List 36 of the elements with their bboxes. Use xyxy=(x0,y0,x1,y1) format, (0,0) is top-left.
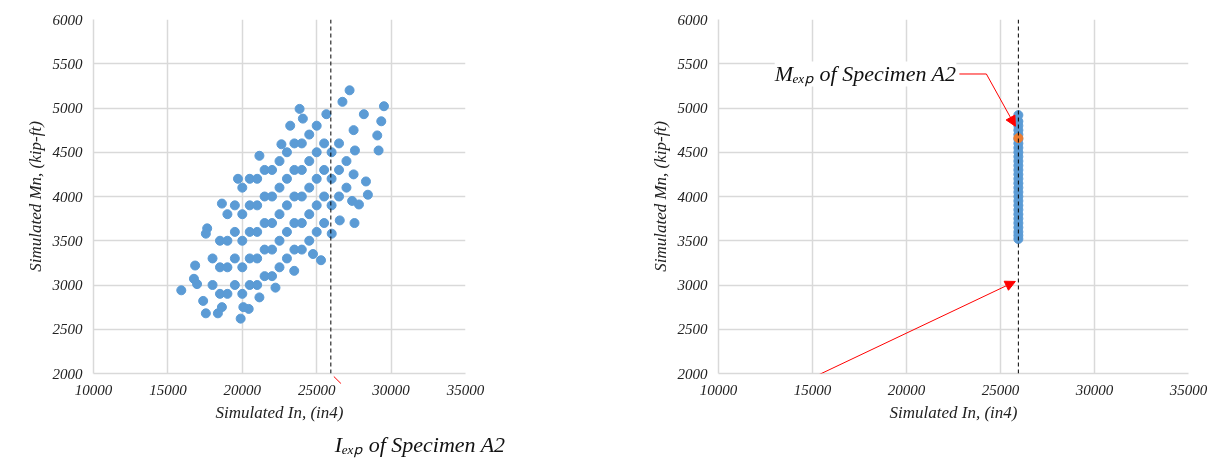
y-tick-label: 2500 xyxy=(677,321,708,338)
y-tick-label: 2000 xyxy=(677,365,708,382)
y-tick-label: 5500 xyxy=(52,55,83,72)
y-tick-label: 4000 xyxy=(677,188,708,205)
y-tick-label: 6000 xyxy=(52,11,83,28)
y-tick-label: 5500 xyxy=(677,55,708,72)
y-tick-label: 3500 xyxy=(51,232,83,249)
x-axis-title: Simulated In, (in4) xyxy=(889,402,1018,422)
y-tick-label: 4500 xyxy=(677,144,708,161)
x-tick-label: 10000 xyxy=(74,381,113,398)
x-tick-label: 10000 xyxy=(699,381,738,398)
y-tick-label: 3500 xyxy=(676,232,708,249)
y-axis-title: Simulated Mn, (kip-ft) xyxy=(650,120,670,272)
annotation: Mₑₓₚ of Specimen A2 xyxy=(773,61,956,88)
annotation: Iₑₓₚ of Specimen A2 xyxy=(333,431,506,458)
x-tick-label: 25000 xyxy=(981,381,1020,398)
y-tick-label: 3000 xyxy=(676,277,708,293)
x-tick-label: 20000 xyxy=(887,381,926,398)
y-axis-title: Simulated Mn, (kip-ft) xyxy=(25,120,45,272)
x-tick-label: 15000 xyxy=(149,381,188,398)
x-axis-title: Simulated In, (in4) xyxy=(215,402,344,422)
x-tick-label: 35000 xyxy=(445,381,485,398)
y-tick-label: 4500 xyxy=(52,144,83,161)
x-tick-label: 15000 xyxy=(793,381,832,398)
x-tick-label: 35000 xyxy=(1168,381,1208,398)
x-tick-label: 25000 xyxy=(297,381,336,398)
y-tick-label: 3000 xyxy=(51,277,83,293)
x-tick-label: 30000 xyxy=(1074,381,1114,398)
y-tick-label: 5000 xyxy=(52,100,83,116)
y-tick-label: 2500 xyxy=(52,321,83,338)
x-tick-label: 30000 xyxy=(371,381,411,398)
x-tick-label: 20000 xyxy=(223,381,262,398)
y-tick-label: 4000 xyxy=(52,188,83,205)
y-tick-label: 5000 xyxy=(677,100,708,116)
y-tick-label: 6000 xyxy=(677,11,708,28)
y-tick-label: 2000 xyxy=(52,365,83,382)
